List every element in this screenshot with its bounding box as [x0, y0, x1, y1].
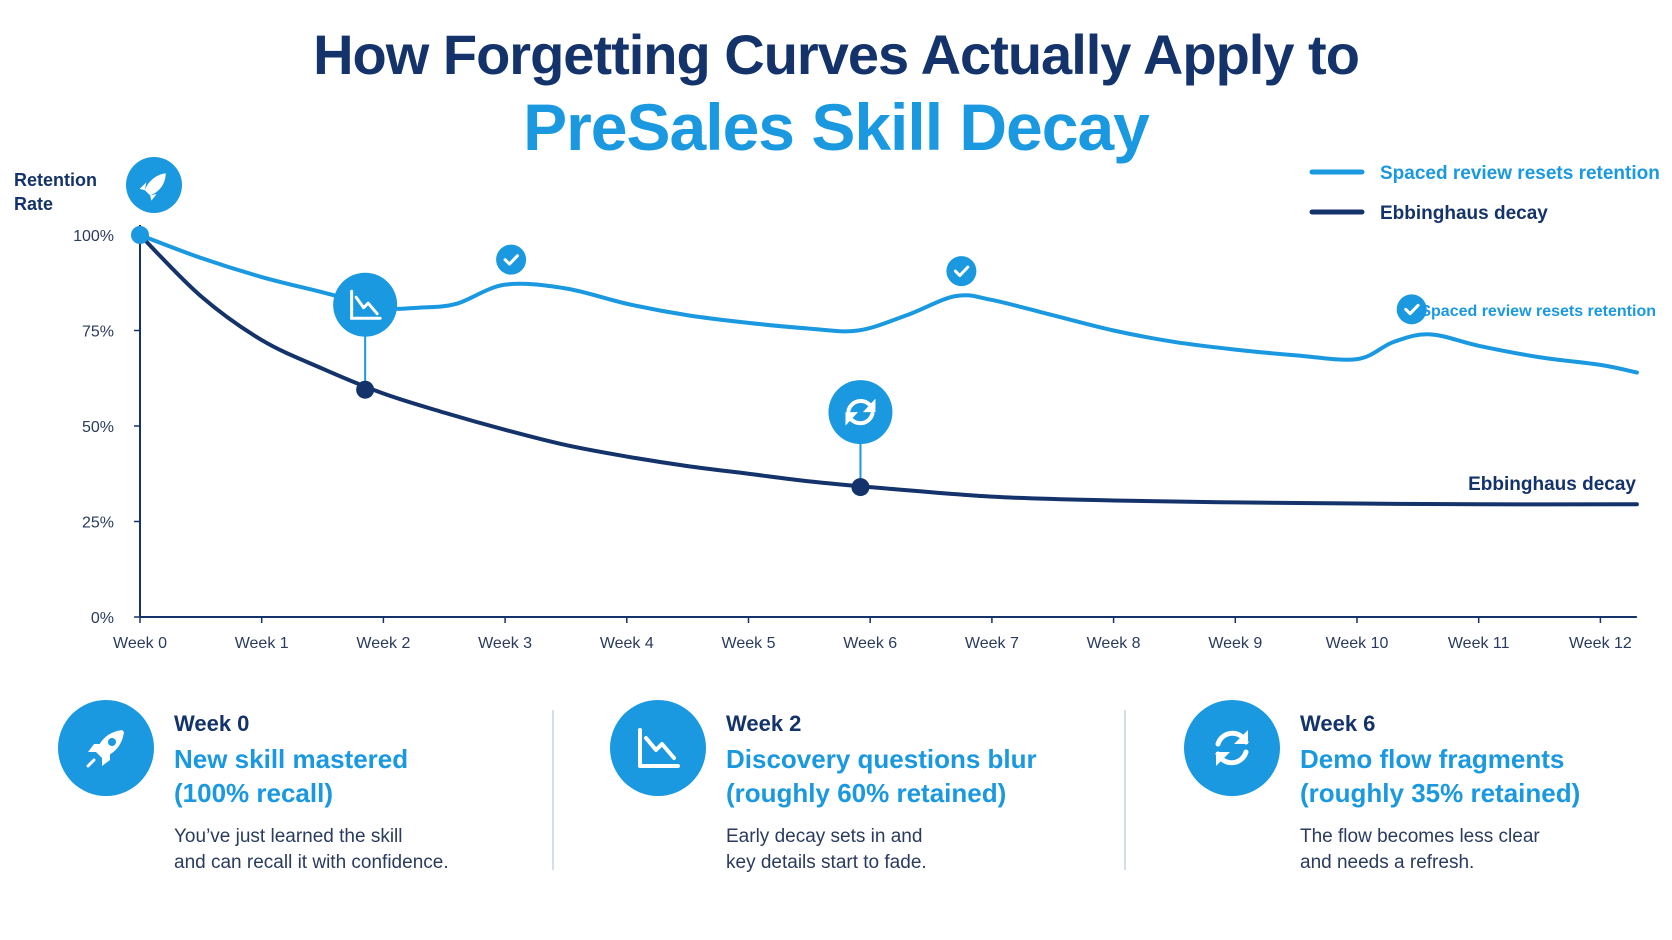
card-desc-line1: The flow becomes less clear [1300, 826, 1540, 847]
rocket-body [144, 173, 166, 196]
milestone-marker-rocket-icon [126, 157, 182, 244]
x-tick-label: Week 4 [600, 635, 654, 652]
data-point [131, 226, 149, 244]
milestone-marker-chart-down-icon [333, 272, 398, 399]
chart-axis [350, 289, 382, 320]
card-divider [1124, 710, 1126, 870]
card-title-line2: (roughly 35% retained) [1300, 778, 1581, 808]
card-title-line1: Discovery questions blur [726, 744, 1037, 774]
page-title: How Forgetting Curves Actually Apply to [313, 23, 1360, 86]
card-title-line2: (roughly 60% retained) [726, 778, 1007, 808]
y-tick-label: 75% [82, 324, 114, 341]
data-point [356, 380, 375, 399]
x-tick-label: Week 2 [356, 635, 410, 652]
card-title: New skill mastered (100% recall) [174, 742, 554, 810]
chart-trend [354, 295, 379, 316]
x-tick-label: Week 10 [1326, 635, 1389, 652]
card-title: Discovery questions blur (roughly 60% re… [726, 742, 1106, 810]
review-checkpoint [496, 244, 527, 275]
card-desc-line2: key details start to fade. [726, 852, 927, 873]
rocket-fin [150, 194, 157, 201]
line-annotations: Spaced review resets retention Ebbinghaus… [1420, 303, 1656, 495]
milestone-markers [126, 157, 893, 497]
card-title-line1: Demo flow fragments [1300, 744, 1565, 774]
x-ticks: Week 0 Week 1 Week 2 Week 3 Week 4 Week 5 Week… [113, 617, 1632, 652]
milestone-cards: Week 0 New skill mastered (100% recall) … [0, 690, 1672, 910]
card-week-6: Week 6 Demo flow fragments (roughly 35% … [1184, 690, 1672, 910]
x-tick-label: Week 8 [1087, 635, 1141, 652]
y-axis-title-line2: Rate [14, 194, 53, 214]
card-title: Demo flow fragments (roughly 35% retaine… [1300, 742, 1672, 810]
refresh-icon [1184, 700, 1280, 796]
y-ticks: 100% 75% 50% 25% 0% [73, 228, 140, 627]
x-tick-label: Week 0 [113, 635, 167, 652]
card-description: The flow becomes less clear and needs a … [1300, 824, 1672, 876]
x-tick-label: Week 5 [722, 635, 776, 652]
y-axis-title-line1: Retention [14, 170, 97, 190]
x-tick-label: Week 11 [1448, 635, 1510, 652]
check-mark [503, 254, 519, 266]
refresh-icon [828, 380, 893, 445]
x-tick-label: Week 6 [843, 635, 897, 652]
chart-down-icon [610, 700, 706, 796]
review-checkpoint [946, 256, 977, 287]
card-divider [552, 710, 554, 870]
refresh-arrow [862, 398, 876, 413]
forgetting-curve-chart: Retention Rate 100%75%50%25%0% Week 0 Wee… [14, 157, 1660, 652]
check-mark [1404, 303, 1420, 316]
milestone-marker-refresh-icon [828, 380, 893, 497]
x-tick-label: Week 7 [965, 635, 1019, 652]
rocket-icon [58, 700, 154, 796]
page-subtitle: PreSales Skill Decay [523, 90, 1150, 164]
title-block: How Forgetting Curves Actually Apply to … [0, 20, 1672, 164]
x-tick-label: Week 12 [1569, 635, 1632, 652]
card-week-label: Week 0 [174, 711, 250, 736]
x-tick-label: Week 1 [235, 635, 289, 652]
card-title-line2: (100% recall) [174, 778, 333, 808]
review-checkpoints [496, 244, 1427, 325]
y-tick-label: 100% [73, 228, 114, 245]
legend-label: Ebbinghaus decay [1380, 203, 1548, 224]
series-lines [138, 233, 1639, 507]
x-tick-label: Week 9 [1208, 635, 1262, 652]
legend: Spaced review resets retention Ebbinghaus… [1309, 163, 1660, 224]
check-icon [946, 256, 977, 287]
check-icon [496, 244, 527, 275]
y-tick-label: 50% [82, 419, 114, 436]
card-desc-line2: and needs a refresh. [1300, 852, 1475, 873]
card-title-line1: New skill mastered [174, 744, 409, 774]
card-week-0: Week 0 New skill mastered (100% recall) … [58, 690, 558, 910]
refresh-arrow [845, 412, 859, 426]
card-desc-line2: and can recall it with confidence. [174, 852, 449, 873]
check-mark [953, 265, 970, 278]
card-description: You’ve just learned the skill and can re… [174, 824, 554, 876]
card-week-2: Week 2 Discovery questions blur (roughly… [610, 690, 1110, 910]
card-desc-line1: Early decay sets in and [726, 826, 923, 847]
x-tick-label: Week 3 [478, 635, 532, 652]
card-description: Early decay sets in and key details star… [726, 824, 1106, 876]
y-axis-title: Retention Rate [14, 170, 97, 214]
check-icon [1396, 294, 1427, 325]
annotation-ebbinghaus: Ebbinghaus decay [1468, 474, 1636, 495]
review-checkpoint [1396, 294, 1427, 325]
legend-label: Spaced review resets retention [1380, 163, 1660, 184]
data-point [851, 478, 870, 497]
rocket-fin [139, 182, 147, 191]
card-week-label: Week 6 [1300, 711, 1376, 736]
y-tick-label: 25% [82, 515, 114, 532]
spaced-review-line [138, 233, 1639, 375]
card-week-label: Week 2 [726, 711, 802, 736]
card-desc-line1: You’ve just learned the skill [174, 826, 403, 847]
annotation-spaced-review: Spaced review resets retention [1420, 303, 1656, 320]
axes [139, 225, 1637, 618]
y-tick-label: 0% [91, 610, 114, 627]
ebbinghaus-decay-line [138, 233, 1639, 507]
